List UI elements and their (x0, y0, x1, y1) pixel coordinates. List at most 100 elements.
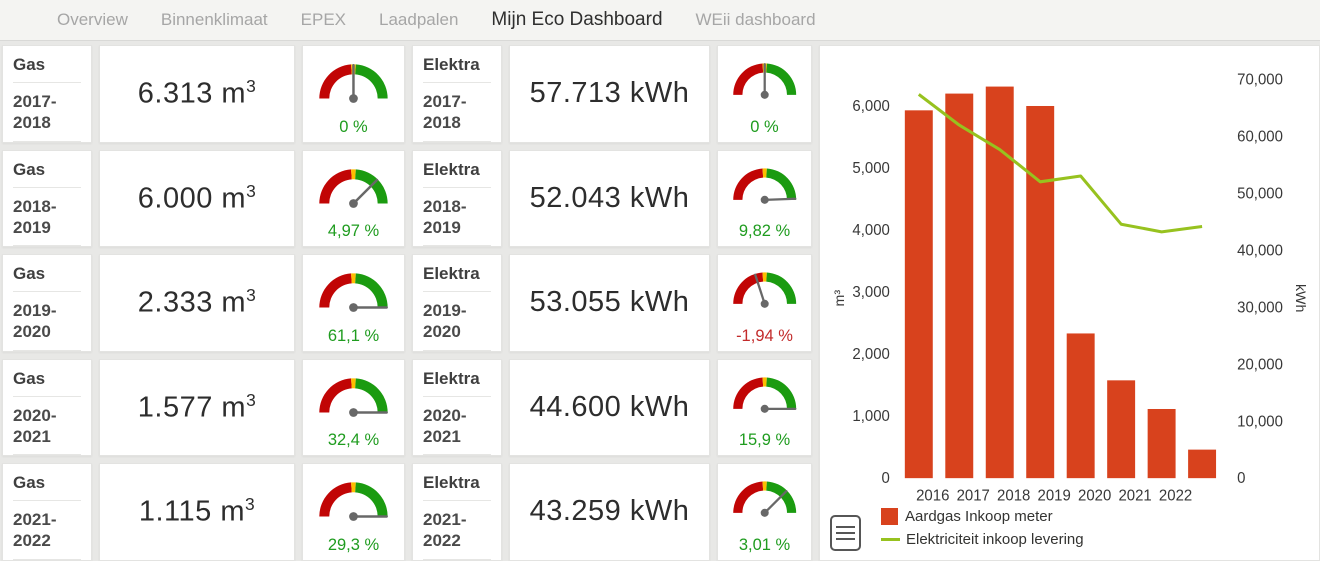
meter-value: 1.115 m3 (139, 494, 255, 529)
meter-period-label: 2021-2022 (13, 501, 81, 560)
bar-aardgas[interactable] (945, 94, 973, 479)
energy-history-chart: 01,0002,0003,0004,0005,0006,000010,00020… (820, 46, 1319, 560)
bar-swatch-icon (881, 508, 898, 525)
meter-category-label: Elektra (423, 160, 491, 188)
elektra-value-card: 57.713 kWh (509, 45, 710, 143)
gauge-percent-label: 15,9 % (718, 431, 811, 450)
gas-gauge (306, 52, 401, 113)
elektra-gauge-card: -1,94 % (717, 254, 812, 352)
meter-value: 6.313 m3 (138, 76, 256, 111)
elektra-value-card: 52.043 kWh (509, 150, 710, 248)
bar-aardgas[interactable] (1148, 409, 1176, 478)
menu-lines-icon[interactable] (830, 515, 861, 551)
axis-tick-label: 2020 (1078, 487, 1111, 504)
elektra-gauge-card: 3,01 % (717, 463, 812, 561)
axis-tick-label: 4,000 (852, 222, 889, 239)
gauge-percent-label: 0 % (718, 118, 811, 137)
meter-value: 43.259 kWh (530, 495, 690, 528)
meter-value: 6.000 m3 (138, 181, 256, 216)
axis-tick-label: 60,000 (1237, 128, 1283, 145)
tab-mijn-eco-dashboard[interactable]: Mijn Eco Dashboard (491, 9, 662, 31)
meter-period-label: 2018-2019 (13, 188, 81, 247)
legend-label: Aardgas Inkoop meter (905, 508, 1053, 525)
meter-category-label: Elektra (423, 264, 491, 292)
top-navbar: Overview Binnenklimaat EPEX Laadpalen Mijn E… (0, 0, 1320, 41)
gauge-percent-label: 61,1 % (303, 327, 404, 346)
gauge-percent-label: 4,97 % (303, 222, 404, 241)
gauge-percent-label: 0 % (303, 118, 404, 137)
gas-value-card: 2.333 m3 (99, 254, 295, 352)
bar-aardgas[interactable] (1188, 450, 1216, 479)
meter-value: 57.713 kWh (530, 77, 690, 110)
elektra-gauge-card: 0 % (717, 45, 812, 143)
gauge-percent-label: 9,82 % (718, 222, 811, 241)
bar-aardgas[interactable] (1107, 380, 1135, 478)
gas-gauge-card: 4,97 % (302, 150, 405, 248)
meter-period-label: 2018-2019 (423, 188, 491, 247)
meter-category-label: Elektra (423, 473, 491, 501)
gas-value-card: 6.313 m3 (99, 45, 295, 143)
gas-value-card: 1.115 m3 (99, 463, 295, 561)
meter-period-label: 2017-2018 (423, 83, 491, 142)
gauge-percent-label: 29,3 % (303, 536, 404, 555)
axis-tick-label: 2,000 (852, 346, 889, 363)
bar-aardgas[interactable] (1026, 106, 1054, 478)
axis-tick-label: 30,000 (1237, 299, 1283, 316)
meter-period-label: 2019-2020 (13, 292, 81, 351)
gas-gauge-card: 29,3 % (302, 463, 405, 561)
tab-weii-dashboard[interactable]: WEii dashboard (696, 10, 816, 30)
axis-tick-label: 6,000 (852, 98, 889, 115)
axis-tick-label: 2016 (916, 487, 949, 504)
gas-value-card: 1.577 m3 (99, 359, 295, 457)
gas-gauge (306, 366, 401, 427)
meter-value: 44.600 kWh (530, 391, 690, 424)
gas-gauge-card: 32,4 % (302, 359, 405, 457)
line-swatch-icon (881, 538, 900, 541)
axis-tick-label: 2017 (957, 487, 990, 504)
elektra-gauge (721, 261, 808, 317)
axis-tick-label: 40,000 (1237, 242, 1283, 259)
meter-period-label: 2021-2022 (423, 501, 491, 560)
elektra-gauge (721, 157, 808, 213)
elektra-gauge (721, 52, 808, 108)
meter-period-label: 2020-2021 (13, 397, 81, 456)
tab-epex[interactable]: EPEX (301, 10, 346, 30)
bar-aardgas[interactable] (905, 110, 933, 478)
gauge-percent-label: 3,01 % (718, 536, 811, 555)
elektra-value-card: 53.055 kWh (509, 254, 710, 352)
axis-tick-label: 5,000 (852, 160, 889, 177)
axis-tick-label: 20,000 (1237, 356, 1283, 373)
legend-label: Elektriciteit inkoop levering (906, 531, 1084, 548)
tab-binnenklimaat[interactable]: Binnenklimaat (161, 10, 268, 30)
elektra-gauge (721, 470, 808, 526)
axis-tick-label: 0 (1237, 470, 1245, 487)
axis-tick-label: 2021 (1118, 487, 1151, 504)
chart-legend: Aardgas Inkoop meter Elektriciteit inkoop… (881, 505, 1084, 551)
bar-aardgas[interactable] (1067, 333, 1095, 478)
meter-period-label: 2020-2021 (423, 397, 491, 456)
gas-gauge-card: 61,1 % (302, 254, 405, 352)
meter-category-label: Elektra (423, 369, 491, 397)
gas-gauge (306, 470, 401, 531)
meter-value: 52.043 kWh (530, 182, 690, 215)
meter-period-label: 2019-2020 (423, 292, 491, 351)
tab-laadpalen[interactable]: Laadpalen (379, 10, 458, 30)
gauge-percent-label: -1,94 % (718, 327, 811, 346)
gas-value-card: 6.000 m3 (99, 150, 295, 248)
axis-tick-label: 2019 (1038, 487, 1071, 504)
gauge-needle (764, 491, 786, 513)
tab-overview[interactable]: Overview (57, 10, 128, 30)
elektra-value-card: 43.259 kWh (509, 463, 710, 561)
meter-category-label: Gas (13, 264, 81, 292)
meter-category-label: Gas (13, 55, 81, 83)
